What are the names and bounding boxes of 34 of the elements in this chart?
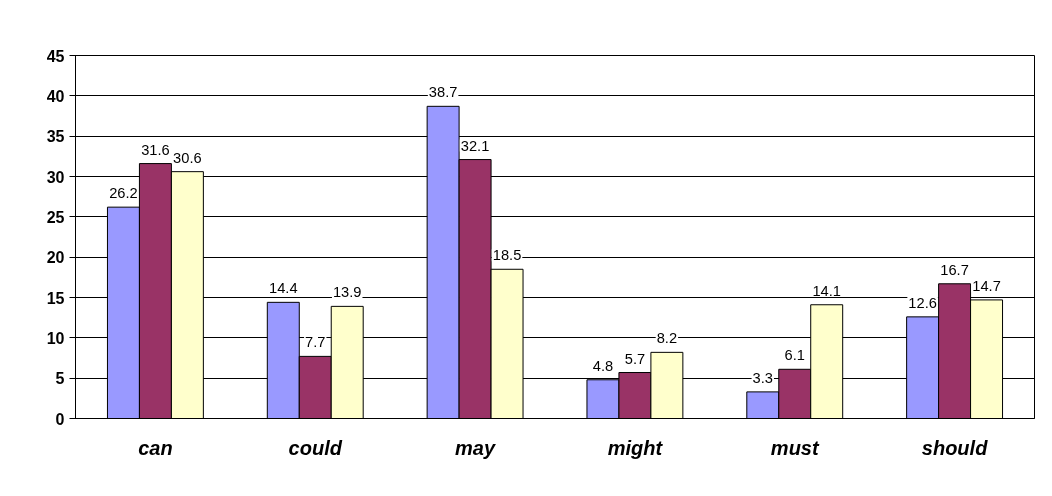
x-tick-label: should — [921, 436, 989, 459]
data-label: 14.7 — [972, 277, 1001, 294]
y-tick-label: 35 — [46, 128, 65, 146]
data-label: 18.5 — [492, 247, 522, 264]
y-tick-label: 5 — [55, 370, 65, 388]
data-label: 30.6 — [173, 149, 202, 166]
data-label: 5.7 — [624, 350, 646, 367]
data-label: 8.2 — [656, 330, 678, 347]
data-label: 14.1 — [812, 282, 841, 299]
y-tick-label: 10 — [46, 329, 65, 347]
y-tick-label: 30 — [46, 168, 65, 186]
x-tick-label: might — [607, 436, 664, 459]
data-label: 31.6 — [141, 141, 170, 158]
data-label: 14.4 — [269, 280, 298, 297]
y-tick-label: 0 — [55, 410, 65, 428]
x-tick-label: must — [770, 436, 820, 459]
x-tick-label: could — [288, 436, 343, 459]
data-label: 13.9 — [332, 284, 362, 301]
y-tick-label: 15 — [46, 289, 65, 307]
y-tick-label: 20 — [46, 249, 65, 267]
data-label: 3.3 — [752, 369, 773, 386]
x-tick-label: may — [455, 436, 496, 459]
data-label: 6.1 — [784, 347, 805, 364]
data-label: 16.7 — [940, 261, 969, 278]
data-label: 32.1 — [460, 137, 490, 154]
data-label: 38.7 — [428, 84, 458, 101]
x-tick-label: can — [138, 436, 173, 459]
data-label: 26.2 — [109, 185, 138, 202]
y-tick-label: 25 — [46, 208, 65, 226]
data-label: 4.8 — [592, 357, 614, 374]
y-tick-label: 45 — [46, 47, 65, 65]
data-label: 7.7 — [305, 334, 326, 351]
y-tick-label: 40 — [46, 87, 65, 105]
data-label: 12.6 — [908, 294, 937, 311]
